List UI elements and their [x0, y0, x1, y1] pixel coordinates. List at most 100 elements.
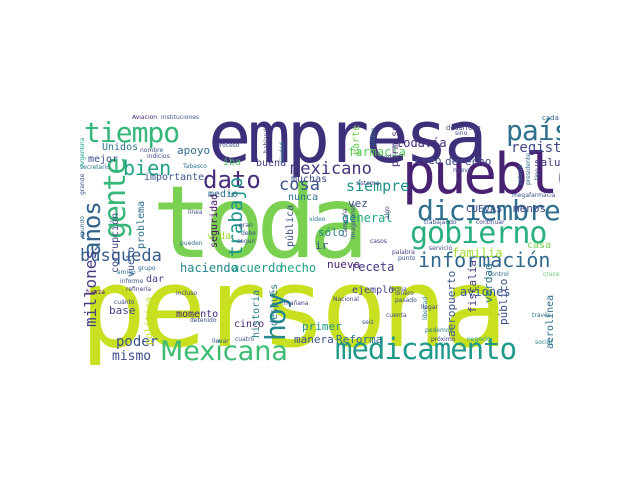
word-seguir: seguir [237, 238, 256, 245]
word-punto: punto [398, 255, 416, 262]
word-general: general [342, 211, 393, 225]
word-incluso: incluso [176, 290, 198, 297]
word-estado: estado [517, 164, 524, 185]
word-refineria: refinería [126, 286, 152, 293]
word-gobierno: gobierno [410, 216, 547, 251]
word-vida: vida [207, 231, 232, 242]
word-cuanto: cuánto [114, 299, 135, 306]
word-hablando: hablando [263, 125, 270, 153]
word-iba: iba [223, 157, 242, 168]
word-nuevo: nuevo [327, 258, 361, 271]
word-creo: creo [415, 154, 442, 167]
word-nacional: Nacional [333, 296, 359, 303]
word-cuenta: cuenta [386, 312, 407, 319]
word-apoyo: apoyo [177, 144, 211, 157]
word-medio: medio [208, 189, 239, 200]
word-tiempo: tiempo [84, 116, 180, 149]
word-continuar: continuar [476, 219, 505, 226]
word-bien: bien [123, 156, 172, 180]
word-ultimo: último [370, 127, 377, 147]
word-pueblo: pueblo [402, 142, 560, 207]
word-cruce: cruce [543, 271, 560, 278]
word-manera: manera [294, 333, 334, 346]
word-gran: gran [239, 222, 253, 229]
word-informacion: información [418, 248, 551, 272]
word-nunca: nunca [288, 192, 319, 203]
word-vez: vez [348, 197, 368, 210]
word-libertad: libertad [422, 296, 429, 320]
word-presidente: presidente [525, 153, 532, 185]
word-toda: toda [152, 164, 369, 281]
word-argentina: Argentina [80, 137, 86, 167]
word-detenido: detenido [190, 317, 217, 324]
word-pasado: pasado [395, 297, 417, 304]
word-publica: pública [285, 204, 296, 247]
word-sistema: sistema [356, 180, 380, 187]
word-mismo: mismo [112, 349, 152, 364]
word-nombre: nombre [140, 147, 164, 154]
word-dar: dar [146, 274, 165, 285]
word-algo: algo [384, 206, 391, 219]
word-social: social [535, 339, 553, 346]
word-negocio: negocio [467, 336, 491, 343]
word-cinco: cinco [234, 319, 265, 330]
word-historia: historia [251, 289, 262, 338]
word-problema: problema [136, 200, 147, 249]
word-cloud: persona toda empresa pueblo diciembre go… [80, 115, 560, 365]
word-buena: buena [256, 158, 287, 169]
word-traves: través [532, 312, 551, 319]
word-acuerdo: acuerdo [232, 261, 283, 275]
word-cuatro: cuatro [235, 336, 255, 343]
word-control: control [488, 271, 509, 278]
word-proceso: proceso [216, 142, 240, 149]
word-megafarmacia: megafarmacia [512, 192, 556, 199]
word-menos: menos [513, 202, 547, 215]
word-poder: poder [116, 334, 159, 350]
word-seis: seis [362, 319, 374, 326]
word-llevar: llevar [212, 338, 229, 345]
word-sino: sino [455, 130, 468, 137]
word-fuerza: fuerza [86, 289, 105, 296]
word-fiscalia: fiscalía [466, 260, 479, 313]
word-despues: después [269, 283, 280, 326]
word-solo: sólo [318, 226, 345, 239]
word-todavia: todavía [396, 136, 447, 150]
word-indicios: indicios [147, 153, 170, 160]
word-siempre: siempre [346, 177, 410, 195]
word-amigo: amigo [117, 269, 136, 276]
word-podemos: podemos [425, 327, 453, 334]
word-casos: casos [370, 238, 387, 245]
word-registro: registro [511, 140, 560, 156]
word-medicamento: medicamento [335, 332, 517, 365]
word-corrupcion: corrupción [110, 212, 121, 273]
word-llegar: llegar [421, 304, 438, 311]
word-grande: grande [80, 173, 86, 195]
word-linea: línea [188, 209, 203, 216]
word-instituciones: instituciones [161, 115, 200, 121]
word-haciendo: haciendo [180, 261, 238, 275]
word-mejor: mejor [88, 154, 119, 165]
word-seguridad: seguridad [209, 193, 220, 248]
word-parte: parte [351, 124, 362, 155]
word-cada: cada [542, 115, 559, 122]
word-publico: público [497, 278, 510, 325]
word-campana: Campaña [342, 208, 349, 237]
word-aviacion: Aviación [132, 115, 158, 121]
word-informe: informe [120, 278, 144, 285]
word-cosa: cosa [279, 175, 320, 195]
word-palabra: palabra [392, 249, 415, 256]
word-grupo: grupo [138, 265, 156, 272]
word-cuevas: CUEVAS [466, 204, 503, 215]
word-tabasco: Tabasco [183, 163, 207, 170]
word-busqueda: búsqueda [80, 246, 162, 266]
word-proximo: próximo [431, 336, 456, 343]
word-ir: ir [315, 239, 329, 252]
word-importante: importante [144, 172, 205, 183]
word-politica: política [144, 296, 155, 345]
word-receta: receta [351, 260, 395, 274]
word-servicio: servicio [429, 245, 453, 252]
word-casa: casa [527, 240, 552, 251]
word-mexicana: Mexicana [160, 336, 288, 365]
word-dinero: dinero [395, 290, 414, 297]
